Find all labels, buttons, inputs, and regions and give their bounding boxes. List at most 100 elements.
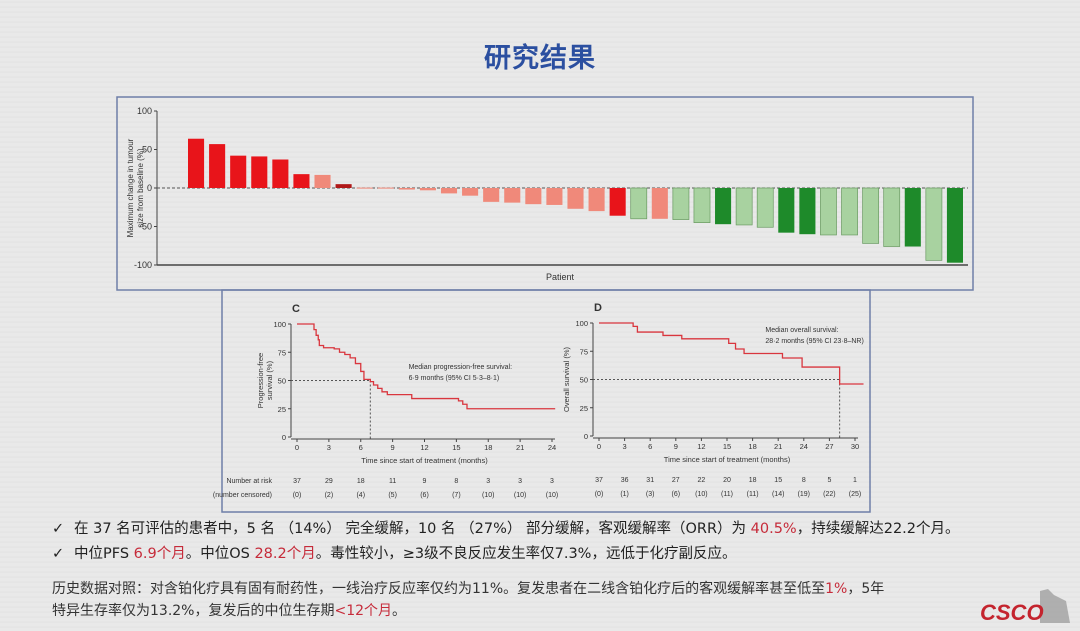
number-at-risk: 27 <box>672 477 680 484</box>
median-annotation-line2: 6·9 months (95% CI 5·3–8·1) <box>409 375 500 382</box>
waterfall-bar <box>419 188 436 191</box>
y-axis-label-line1: Maximum change in tumour <box>126 138 135 237</box>
y-tick-label: 0 <box>584 432 588 441</box>
y-tick-label: -100 <box>134 260 152 270</box>
waterfall-chart: 100 50 0 -50 -100 Maximum change in tumoursiz… <box>126 106 968 282</box>
waterfall-bar <box>272 159 289 188</box>
number-censored: (3) <box>646 491 655 498</box>
number-censored: (4) <box>356 492 365 499</box>
x-tick-label: 6 <box>648 442 652 451</box>
waterfall-bar <box>778 188 795 233</box>
number-at-risk: 8 <box>454 478 458 485</box>
number-at-risk: 3 <box>550 478 554 485</box>
number-censored: (19) <box>798 491 810 498</box>
waterfall-bar <box>230 155 247 188</box>
y-axis-label-line1: Progression-free <box>256 353 265 408</box>
x-axis-label: Time since start of treatment (months) <box>361 456 488 465</box>
number-at-risk: 9 <box>423 478 427 485</box>
text-segment: 。毒性较小，≥3级不良反应发生率仅7.3%，远低于化疗副反应。 <box>315 546 737 562</box>
x-tick-label: 12 <box>697 442 705 451</box>
text-segment: 特异生存率仅为13.2%，复发后的中位生存期 <box>52 603 335 619</box>
number-at-risk: 22 <box>698 477 706 484</box>
x-tick-label: 21 <box>774 442 782 451</box>
x-tick-label: 12 <box>420 443 428 452</box>
panel-label: D <box>594 302 602 314</box>
y-tick-label: 50 <box>580 376 588 385</box>
x-tick-label: 21 <box>516 443 524 452</box>
waterfall-bar <box>651 188 668 219</box>
highlight-value: <12个月 <box>334 603 393 619</box>
historical-comparison: 历史数据对照：对含铂化疗具有固有耐药性，一线治疗反应率仅约为11%。复发患者在二… <box>52 578 884 622</box>
text-segment: 。中位OS <box>185 546 255 562</box>
number-at-risk: 3 <box>486 478 490 485</box>
waterfall-bar <box>904 188 921 247</box>
pfs-km-chart: C 0 25 50 75 100 0 37 (0) 3 29 (2) 6 18 (4) 9 11 (5) 12 9 (6… <box>213 303 558 499</box>
number-at-risk: 11 <box>389 478 396 485</box>
y-tick-label: 50 <box>278 377 286 386</box>
waterfall-bar <box>693 187 711 224</box>
bullet-item: ✓ 在 37 名可评估的患者中，5 名 （14%） 完全缓解，10 名 （27%）… <box>52 517 960 542</box>
median-annotation-line1: Median overall survival: <box>765 327 838 334</box>
number-censored: (10) <box>695 491 707 498</box>
x-tick-label: 18 <box>748 442 756 451</box>
text-segment: 。 <box>392 603 407 619</box>
waterfall-bar <box>335 184 352 188</box>
panel-label: C <box>292 303 300 315</box>
waterfall-bar <box>735 187 753 226</box>
number-censored: (2) <box>325 492 334 499</box>
y-tick-label: 25 <box>580 404 588 413</box>
x-tick-label: 6 <box>359 443 363 452</box>
number-censored: (11) <box>747 491 759 498</box>
x-tick-label: 3 <box>327 443 331 452</box>
waterfall-bar <box>483 188 500 202</box>
y-tick-label: 100 <box>273 320 286 329</box>
y-axis-label: Progression-freesurvival (%) <box>256 353 274 408</box>
number-at-risk: 1 <box>853 477 857 484</box>
waterfall-bar <box>946 188 963 263</box>
text-segment: 历史数据对照：对含铂化疗具有固有耐药性，一线治疗反应率仅约为11%。复发患者在二… <box>52 581 826 597</box>
waterfall-bar <box>440 188 458 194</box>
waterfall-bar <box>883 187 901 247</box>
waterfall-bar <box>672 187 690 220</box>
x-tick-label: 0 <box>295 443 299 452</box>
waterfall-bar <box>188 138 205 188</box>
number-at-risk: 37 <box>595 477 603 484</box>
waterfall-bar <box>525 188 542 205</box>
y-axis-label-line2: size from baseline (%) <box>136 148 145 227</box>
x-axis-label: Patient <box>546 272 575 282</box>
waterfall-bar <box>356 187 373 189</box>
history-line-1: 历史数据对照：对含铂化疗具有固有耐药性，一线治疗反应率仅约为11%。复发患者在二… <box>52 578 884 600</box>
x-tick-label: 24 <box>800 442 808 451</box>
median-annotation-line1: Median progression-free survival: <box>409 364 513 371</box>
number-censored: (22) <box>823 491 835 498</box>
x-tick-label: 27 <box>825 442 833 451</box>
waterfall-bar <box>398 188 415 190</box>
highlight-value: 1% <box>825 581 848 597</box>
number-censored: (5) <box>388 492 397 499</box>
number-censored: (10) <box>546 492 558 499</box>
waterfall-bar <box>293 174 310 188</box>
y-tick-label: 25 <box>278 405 286 414</box>
number-censored: (6) <box>672 491 681 498</box>
y-tick-label: 75 <box>278 348 286 357</box>
median-annotation-line2: 28·2 months (95% CI 23·8–NR) <box>765 338 863 345</box>
y-axis-label: Overall survival (%) <box>562 346 571 412</box>
x-axis-label: Time since start of treatment (months) <box>664 455 791 464</box>
check-icon: ✓ <box>52 546 65 562</box>
survival-curve <box>599 322 864 385</box>
number-censored: (25) <box>849 491 861 498</box>
number-at-risk: 3 <box>518 478 522 485</box>
number-censored: (7) <box>452 492 461 499</box>
text-segment: ，5年 <box>847 581 885 597</box>
text-segment: 在 37 名可评估的患者中，5 名 （14%） 完全缓解，10 名 （27%） … <box>74 521 751 537</box>
highlight-value: 40.5% <box>750 521 797 537</box>
number-at-risk: 18 <box>749 477 757 484</box>
number-at-risk: 31 <box>646 477 654 484</box>
history-line-2: 特异生存率仅为13.2%，复发后的中位生存期<12个月。 <box>52 600 884 622</box>
x-tick-label: 9 <box>674 442 678 451</box>
y-axis-label-line2: survival (%) <box>265 360 274 400</box>
x-tick-label: 30 <box>851 442 859 451</box>
waterfall-bar <box>630 187 648 220</box>
x-tick-label: 24 <box>548 443 556 452</box>
